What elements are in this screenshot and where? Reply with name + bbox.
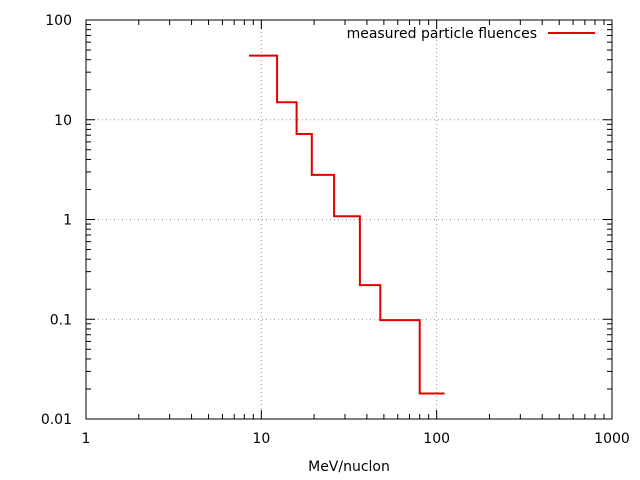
grid-lines bbox=[86, 20, 612, 419]
x-axis-label: MeV/nuclon bbox=[308, 459, 390, 475]
x-tick-label: 1 bbox=[82, 431, 91, 447]
y-tick-label: 100 bbox=[45, 13, 72, 29]
plot-series bbox=[249, 54, 445, 395]
x-tick-label: 10 bbox=[252, 431, 270, 447]
y-tick-label: 10 bbox=[54, 113, 72, 129]
y-tick-label: 1 bbox=[63, 213, 72, 229]
legend-label: measured particle fluences bbox=[347, 26, 537, 42]
y-tick-label: 0.1 bbox=[50, 312, 72, 328]
x-tick-label: 1000 bbox=[594, 431, 630, 447]
plot-frame bbox=[85, 19, 613, 420]
y-tick-label: 0.01 bbox=[41, 412, 72, 428]
legend: measured particle fluences bbox=[347, 26, 595, 42]
tick-labels: 1 10 100 1000 0.01 0.1 1 10 100 bbox=[41, 13, 630, 447]
series-step-line bbox=[249, 54, 445, 395]
x-tick-label: 100 bbox=[423, 431, 450, 447]
axis-ticks bbox=[85, 19, 613, 420]
